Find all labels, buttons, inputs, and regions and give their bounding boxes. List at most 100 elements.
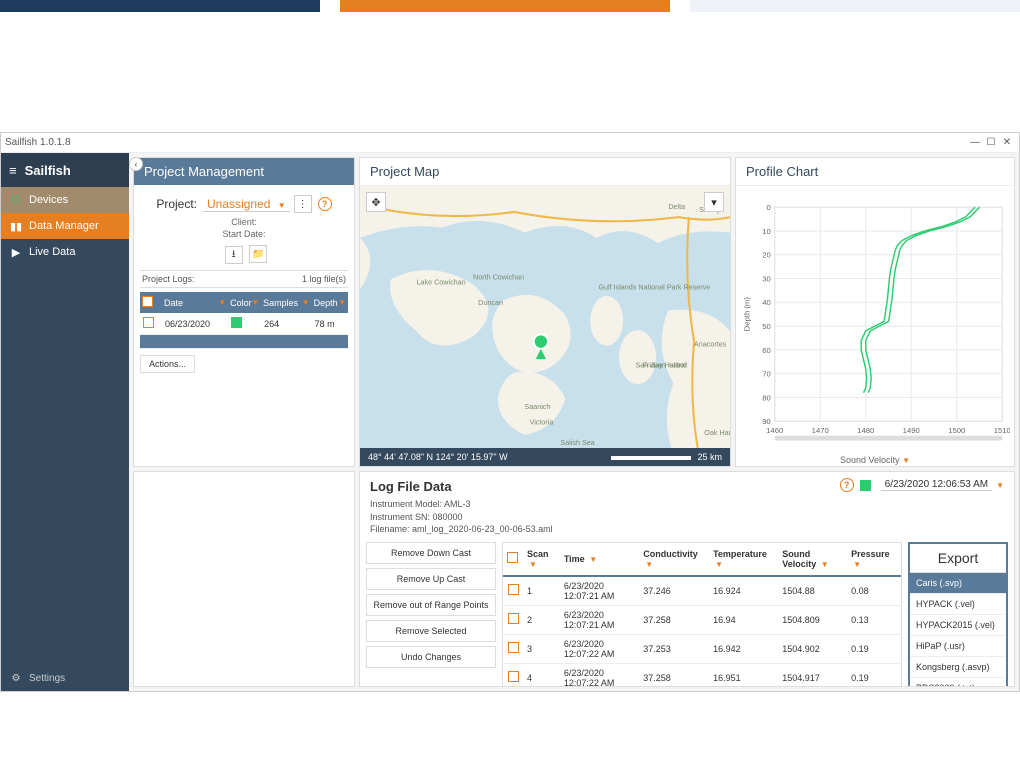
minimize-button[interactable]: — bbox=[967, 137, 983, 148]
project-mgmt-title: Project Management bbox=[134, 158, 354, 185]
startdate-label: Start Date: bbox=[140, 229, 348, 239]
table-row[interactable]: 06/23/202026478 m bbox=[140, 313, 348, 335]
nav-settings[interactable]: ⚙ Settings bbox=[1, 665, 129, 691]
map-title: Project Map bbox=[360, 158, 730, 186]
export-item[interactable]: PDS2000 (.txt) bbox=[910, 678, 1006, 687]
table-row[interactable]: 16/23/2020 12:07:21 AM37.24616.9241504.8… bbox=[503, 576, 901, 606]
svg-text:1490: 1490 bbox=[903, 426, 920, 435]
svg-text:North Cowichan: North Cowichan bbox=[473, 272, 524, 281]
caret-icon: ▼ bbox=[902, 456, 910, 465]
chart-xlabel-text: Sound Velocity bbox=[840, 455, 900, 465]
side-btn-remove-down-cast[interactable]: Remove Down Cast bbox=[366, 542, 496, 564]
svg-text:10: 10 bbox=[762, 227, 771, 236]
svg-text:Friday Harbor: Friday Harbor bbox=[643, 360, 688, 369]
svg-text:Depth (m): Depth (m) bbox=[743, 297, 752, 332]
top-stripes bbox=[0, 0, 1020, 12]
proj-col-2[interactable]: Color▼ bbox=[228, 292, 261, 313]
svg-text:70: 70 bbox=[762, 370, 771, 379]
svg-text:60: 60 bbox=[762, 346, 771, 355]
logfile-timestamp[interactable]: 6/23/2020 12:06:53 AM bbox=[881, 479, 992, 491]
sidebar: ≡ Sailfish ⏻ Devices ▮▮ Data Manager ▶ L… bbox=[1, 153, 129, 691]
data-col-4[interactable]: Temperature ▼ bbox=[709, 543, 778, 576]
nav-live-data[interactable]: ▶ Live Data bbox=[1, 239, 129, 265]
map-footer: 48° 44' 47.08" N 124° 20' 15.97" W 25 km bbox=[360, 448, 730, 466]
log-count: 1 log file(s) bbox=[302, 274, 346, 284]
map-scale: 25 km bbox=[697, 452, 722, 462]
svg-text:1480: 1480 bbox=[857, 426, 874, 435]
project-select[interactable]: Unassigned ▼ bbox=[203, 197, 290, 212]
proj-col-4[interactable]: Depth▼ bbox=[312, 292, 348, 313]
data-col-5[interactable]: Sound Velocity ▼ bbox=[778, 543, 847, 576]
maximize-button[interactable]: ☐ bbox=[983, 137, 999, 148]
project-options-button[interactable]: ⋮ bbox=[294, 195, 312, 213]
svg-text:1460: 1460 bbox=[766, 426, 783, 435]
svg-text:0: 0 bbox=[767, 203, 771, 212]
folder-button[interactable]: 📁 bbox=[249, 245, 267, 263]
log-file-data-panel: Log File Data Instrument Model: AML-3 In… bbox=[359, 471, 1015, 687]
power-icon: ⏻ bbox=[9, 194, 23, 207]
svg-text:Lake Cowichan: Lake Cowichan bbox=[417, 277, 466, 286]
data-col-0[interactable] bbox=[503, 543, 523, 576]
svg-text:1500: 1500 bbox=[948, 426, 965, 435]
project-management-panel: Project Management Project: Unassigned ▼… bbox=[133, 157, 355, 467]
export-item[interactable]: Caris (.svp) bbox=[910, 573, 1006, 594]
table-row[interactable]: 26/23/2020 12:07:21 AM37.25816.941504.80… bbox=[503, 605, 901, 634]
svg-text:90: 90 bbox=[762, 417, 771, 426]
menu-icon[interactable]: ≡ bbox=[9, 163, 17, 178]
proj-col-3[interactable]: Samples▼ bbox=[261, 292, 312, 313]
table-row-selected bbox=[140, 335, 348, 349]
svg-text:1470: 1470 bbox=[812, 426, 829, 435]
proj-col-0[interactable] bbox=[140, 292, 162, 313]
project-logs-table: Date▼Color▼Samples▼Depth▼ 06/23/20202647… bbox=[140, 292, 348, 349]
logfile-sn: Instrument SN: 080000 bbox=[370, 511, 553, 524]
timestamp-color-swatch bbox=[860, 480, 871, 491]
app-window: Sailfish 1.0.1.8 — ☐ ✕ ‹ ≡ Sailfish ⏻ De… bbox=[0, 132, 1020, 692]
svg-text:40: 40 bbox=[762, 298, 771, 307]
download-button[interactable]: ⭳ bbox=[225, 246, 243, 264]
help-icon[interactable]: ? bbox=[840, 478, 854, 492]
nav-settings-label: Settings bbox=[29, 673, 65, 684]
side-btn-undo-changes[interactable]: Undo Changes bbox=[366, 646, 496, 668]
side-btn-remove-out-of-range-points[interactable]: Remove out of Range Points bbox=[366, 594, 496, 616]
project-map-panel: Project Map Lake Cowichan North Cowichan D… bbox=[359, 157, 731, 467]
sidebar-header: ≡ Sailfish bbox=[1, 153, 129, 187]
logfile-model: Instrument Model: AML-3 bbox=[370, 498, 553, 511]
map-layers-button[interactable]: ▾ bbox=[704, 192, 724, 212]
svg-text:Anacortes: Anacortes bbox=[694, 340, 727, 349]
actions-button[interactable]: Actions... bbox=[140, 355, 195, 373]
svg-text:Delta: Delta bbox=[668, 202, 686, 211]
map-canvas[interactable]: Lake CowichanNorth CowichanDuncanSalish … bbox=[360, 186, 730, 466]
table-row[interactable]: 36/23/2020 12:07:22 AM37.25316.9421504.9… bbox=[503, 634, 901, 663]
export-item[interactable]: HiPaP (.usr) bbox=[910, 636, 1006, 657]
export-item[interactable]: HYPACK (.vel) bbox=[910, 594, 1006, 615]
svg-text:30: 30 bbox=[762, 274, 771, 283]
nav-data-manager[interactable]: ▮▮ Data Manager bbox=[1, 213, 129, 239]
logfile-side-buttons: Remove Down Cast Remove Up Cast Remove out… bbox=[366, 542, 496, 687]
table-row[interactable]: 46/23/2020 12:07:22 AM37.25816.9511504.9… bbox=[503, 663, 901, 687]
data-col-6[interactable]: Pressure ▼ bbox=[847, 543, 901, 576]
proj-col-1[interactable]: Date▼ bbox=[162, 292, 228, 313]
nav-devices[interactable]: ⏻ Devices bbox=[1, 187, 129, 213]
chart-xlabel[interactable]: Sound Velocity ▼ bbox=[740, 455, 1010, 465]
data-col-3[interactable]: Conductivity ▼ bbox=[639, 543, 709, 576]
close-button[interactable]: ✕ bbox=[999, 137, 1015, 148]
data-col-2[interactable]: Time ▼ bbox=[560, 543, 639, 576]
map-move-button[interactable]: ✥ bbox=[366, 192, 386, 212]
svg-text:Duncan: Duncan bbox=[478, 298, 503, 307]
side-btn-remove-up-cast[interactable]: Remove Up Cast bbox=[366, 568, 496, 590]
nav-livedata-label: Live Data bbox=[29, 246, 75, 258]
svg-text:50: 50 bbox=[762, 322, 771, 331]
app-body: ‹ ≡ Sailfish ⏻ Devices ▮▮ Data Manager ▶… bbox=[1, 153, 1019, 691]
log-data-table: Scan ▼Time ▼Conductivity ▼Temperature ▼S… bbox=[503, 543, 901, 687]
data-col-1[interactable]: Scan ▼ bbox=[523, 543, 560, 576]
svg-text:Saanich: Saanich bbox=[524, 402, 550, 411]
play-icon: ▶ bbox=[9, 246, 23, 259]
export-title: Export bbox=[910, 544, 1006, 573]
help-icon[interactable]: ? bbox=[318, 197, 332, 211]
sidebar-collapse-handle[interactable]: ‹ bbox=[129, 157, 143, 171]
side-btn-remove-selected[interactable]: Remove Selected bbox=[366, 620, 496, 642]
export-item[interactable]: Kongsberg (.asvp) bbox=[910, 657, 1006, 678]
map-coords: 48° 44' 47.08" N 124° 20' 15.97" W bbox=[368, 452, 508, 462]
logfile-filename: Filename: aml_log_2020-06-23_00-06-53.am… bbox=[370, 523, 553, 536]
export-item[interactable]: HYPACK2015 (.vel) bbox=[910, 615, 1006, 636]
